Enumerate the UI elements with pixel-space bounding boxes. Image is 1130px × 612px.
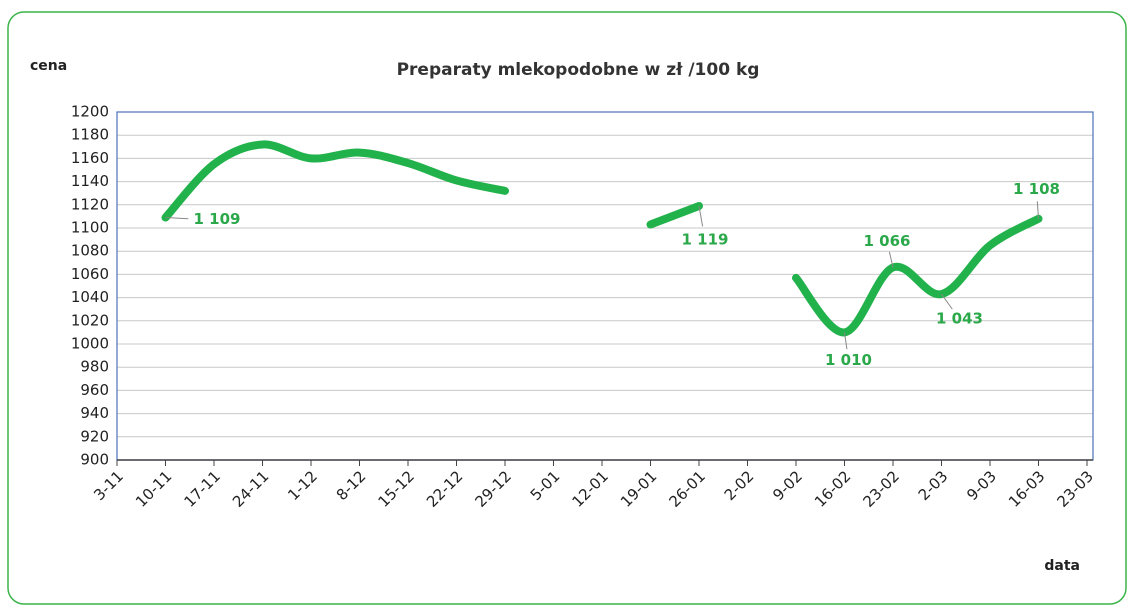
y-tick-label: 940 — [80, 404, 109, 422]
y-tick-label: 920 — [80, 427, 109, 445]
y-tick-label: 1160 — [71, 149, 109, 167]
leader-line — [844, 332, 848, 350]
y-tick-label: 960 — [80, 381, 109, 399]
data-label: 1 108 — [1013, 180, 1060, 198]
y-tick-label: 1140 — [71, 172, 109, 190]
data-label: 1 043 — [936, 310, 983, 328]
y-tick-label: 1080 — [71, 242, 109, 260]
data-label: 1 109 — [194, 210, 241, 228]
y-tick-label: 1100 — [71, 219, 109, 237]
y-tick-label: 1200 — [71, 103, 109, 121]
y-axis-label: cena — [30, 58, 67, 74]
y-tick-label: 1180 — [71, 126, 109, 144]
y-tick-label: 900 — [80, 451, 109, 469]
leader-line — [1036, 201, 1039, 219]
y-tick-label: 1000 — [71, 335, 109, 353]
data-label: 1 010 — [825, 351, 872, 369]
y-tick-label: 1020 — [71, 311, 109, 329]
y-tick-label: 1060 — [71, 265, 109, 283]
chart-title: Preparaty mlekopodobne w zł /100 kg — [397, 60, 760, 80]
data-label: 1 066 — [864, 232, 911, 250]
leader-line — [888, 251, 894, 268]
frame — [7, 11, 1127, 605]
line-series — [161, 140, 509, 222]
leader-line — [941, 293, 953, 310]
data-label: 1 119 — [682, 230, 729, 248]
y-tick-label: 980 — [80, 358, 109, 376]
y-tick-label: 1120 — [71, 195, 109, 213]
line-series — [792, 214, 1043, 337]
leader-line — [698, 205, 704, 227]
x-axis-label: data — [1044, 558, 1080, 574]
y-tick-label: 1040 — [71, 288, 109, 306]
line-series — [646, 201, 703, 229]
leader-line — [165, 217, 189, 220]
